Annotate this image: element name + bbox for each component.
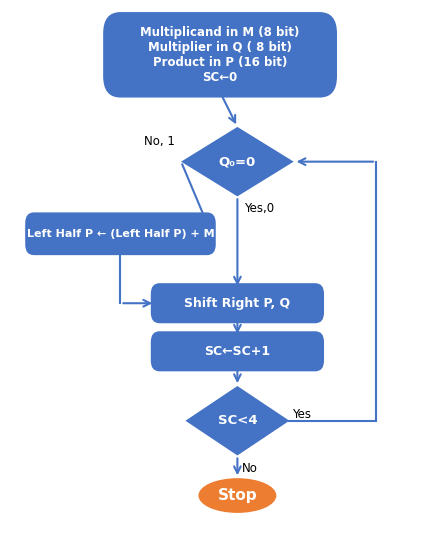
Polygon shape [185,386,290,455]
FancyBboxPatch shape [25,213,216,255]
Text: No, 1: No, 1 [144,135,175,148]
Text: Q₀=0: Q₀=0 [219,155,256,168]
Text: Yes,0: Yes,0 [244,202,274,215]
Text: No: No [242,462,258,475]
FancyBboxPatch shape [151,331,324,372]
Polygon shape [181,127,294,197]
Text: Multiplicand in M (8 bit)
Multiplier in Q ( 8 bit)
Product in P (16 bit)
SC←0: Multiplicand in M (8 bit) Multiplier in … [141,26,300,84]
Text: SC←SC+1: SC←SC+1 [205,345,271,358]
Text: Stop: Stop [218,488,257,503]
FancyBboxPatch shape [151,283,324,323]
Text: Yes: Yes [292,408,311,421]
FancyBboxPatch shape [103,12,337,98]
Text: Shift Right P, Q: Shift Right P, Q [184,297,290,310]
Ellipse shape [198,478,276,513]
Text: Left Half P ← (Left Half P) + M: Left Half P ← (Left Half P) + M [27,229,214,239]
Text: SC<4: SC<4 [218,414,257,427]
